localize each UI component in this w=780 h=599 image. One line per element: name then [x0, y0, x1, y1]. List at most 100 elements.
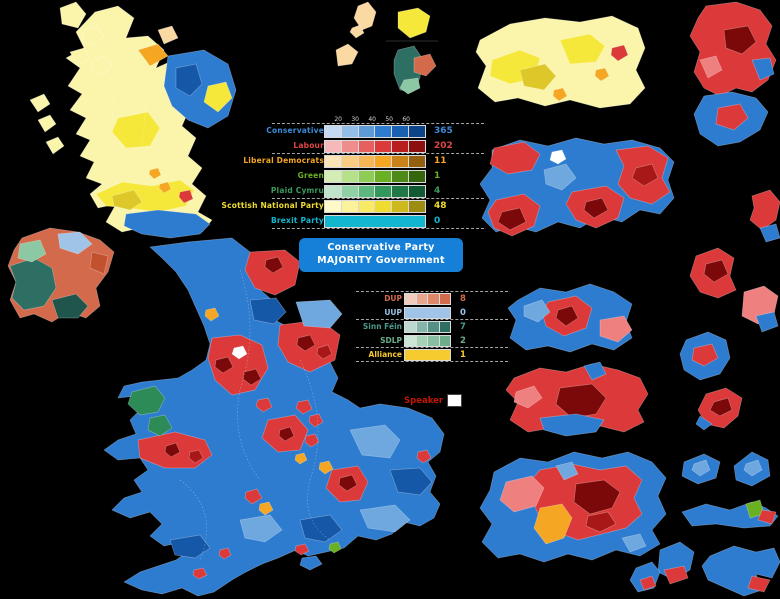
vote-share-scale-green — [324, 170, 426, 183]
scale-cell — [439, 336, 450, 346]
seat-count-sdlp: 2 — [460, 336, 466, 346]
scale-cell — [325, 171, 341, 182]
scale-cell — [392, 201, 408, 212]
vote-share-scale-dup — [404, 293, 451, 305]
inset-towns-a — [681, 453, 721, 485]
scale-cell — [341, 201, 358, 212]
scale-cell — [408, 156, 425, 167]
scale-tick: 60 — [402, 116, 410, 123]
legend-row-dup: DUP 8 — [356, 292, 508, 306]
party-label-lab: Labour — [293, 141, 324, 150]
scale-tick: 30 — [351, 116, 359, 123]
inset-hull — [689, 247, 737, 299]
seat-count-lab: 202 — [434, 141, 453, 151]
vote-share-scale-alliance — [404, 349, 451, 361]
inset-plymouth — [629, 561, 661, 593]
scale-cell — [392, 156, 408, 167]
scale-cell — [375, 156, 392, 167]
scale-cell — [392, 171, 408, 182]
vote-share-scale-uup — [404, 307, 451, 319]
scale-tick: 50 — [385, 116, 393, 123]
legend-northern-ireland: DUP 8 UUP 0 Sinn Féin 7 SDLP 2 Alliance 1 — [356, 291, 508, 362]
scale-cell — [375, 201, 392, 212]
inset-london — [479, 451, 667, 563]
scale-cell — [428, 322, 439, 332]
scale-cell — [358, 156, 375, 167]
party-label-snp: Scottish National Party — [221, 201, 324, 210]
inset-leicester — [695, 387, 743, 431]
scale-tick: 40 — [368, 116, 376, 123]
seat-count-dup: 8 — [460, 294, 466, 304]
party-label-green: Green — [297, 171, 324, 180]
scale-cell — [375, 171, 392, 182]
scale-cell — [358, 171, 375, 182]
legend-row-sf: Sinn Féin 7 — [356, 320, 508, 334]
legend-separator — [356, 347, 508, 348]
scale-cell — [405, 308, 450, 318]
legend-row-lab: Labour 202 — [272, 139, 484, 154]
legend-row-sdlp: SDLP 2 — [356, 334, 508, 348]
speaker-swatch — [447, 394, 463, 407]
legend-great-britain: 20 30 40 50 60 Conservative 365 Labour 202 Liber… — [221, 116, 484, 229]
vote-share-scale-brexit — [324, 215, 426, 228]
scale-cell — [392, 126, 408, 137]
party-label-sdlp: SDLP — [380, 336, 402, 345]
legend-row-green: Green 1 — [272, 169, 484, 184]
scale-cell — [408, 126, 425, 137]
legend-row-ld: Liberal Democrats 11 — [243, 154, 484, 169]
legend-row-alliance: Alliance 1 — [356, 348, 508, 362]
inset-sussex-coast — [681, 499, 779, 529]
scale-cell — [428, 336, 439, 346]
scale-cell — [375, 126, 392, 137]
scale-cell — [341, 156, 358, 167]
map-scotland — [29, 1, 237, 239]
legend-row-con: Conservative 365 — [266, 124, 484, 139]
party-label-brexit: Brexit Party — [270, 216, 324, 225]
legend-separator — [272, 123, 484, 124]
party-label-con: Conservative — [266, 126, 324, 135]
party-label-ld: Liberal Democrats — [243, 156, 324, 165]
seat-count-brexit: 0 — [434, 216, 441, 226]
legend-separator — [272, 153, 484, 154]
vote-share-scale-ld — [324, 155, 426, 168]
vote-share-scale-sdlp — [404, 335, 451, 347]
inset-small-northeast — [749, 189, 780, 243]
inset-south-yorkshire — [507, 283, 633, 353]
speaker-label: Speaker — [404, 395, 444, 406]
vote-share-scale-snp — [324, 200, 426, 213]
scale-cell — [405, 322, 416, 332]
scale-cell — [428, 294, 439, 304]
inset-northern-england — [479, 137, 675, 237]
legend-separator — [272, 198, 484, 199]
seat-count-uup: 0 — [460, 308, 466, 318]
vote-share-scale-lab — [324, 140, 426, 153]
scale-cell — [392, 186, 408, 197]
scale-cell — [358, 141, 375, 152]
legend-separator — [272, 228, 484, 229]
scale-cell — [408, 171, 425, 182]
scale-cell — [375, 186, 392, 197]
inset-stoke — [679, 331, 731, 381]
inset-towns-b — [733, 451, 771, 487]
seat-count-pc: 4 — [434, 186, 441, 196]
seat-count-snp: 48 — [434, 201, 447, 211]
map-england-wales — [103, 237, 445, 597]
scale-cell — [341, 126, 358, 137]
scale-cell — [416, 322, 427, 332]
seat-count-green: 1 — [434, 171, 441, 181]
scale-cell — [358, 201, 375, 212]
scale-cell — [341, 141, 358, 152]
scale-cell — [392, 141, 408, 152]
scale-cell — [408, 141, 425, 152]
scale-cell — [439, 294, 450, 304]
map-northern-isles — [335, 1, 438, 67]
seat-count-con: 365 — [434, 126, 453, 136]
government-party: Conservative Party — [327, 242, 435, 254]
vote-share-scale-con — [324, 125, 426, 138]
legend-vote-share-ticks: 20 30 40 50 60 — [325, 116, 410, 123]
scale-cell — [341, 171, 358, 182]
scale-cell — [358, 186, 375, 197]
scale-cell — [405, 350, 450, 360]
legend-separator — [356, 319, 508, 320]
